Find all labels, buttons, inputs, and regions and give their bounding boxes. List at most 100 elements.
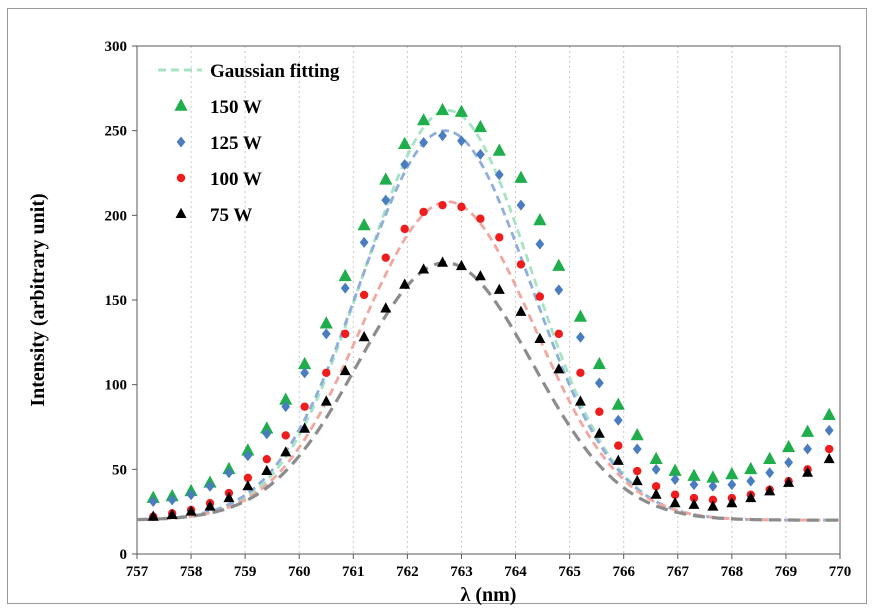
data-point bbox=[764, 485, 776, 496]
x-tick-label: 766 bbox=[612, 564, 635, 580]
data-point bbox=[417, 113, 431, 126]
data-point bbox=[649, 451, 663, 464]
legend-marker bbox=[176, 173, 186, 183]
legend-label: 125 W bbox=[210, 133, 262, 154]
data-point bbox=[338, 268, 352, 282]
series-75w bbox=[147, 256, 835, 521]
data-point bbox=[185, 505, 197, 516]
series-150w bbox=[146, 102, 836, 503]
data-point bbox=[358, 331, 370, 342]
data-point bbox=[670, 473, 680, 485]
data-point bbox=[594, 377, 604, 389]
legend-label: 100 W bbox=[210, 169, 262, 190]
data-point bbox=[204, 500, 216, 511]
data-point bbox=[359, 236, 369, 248]
data-point bbox=[824, 444, 834, 454]
data-point bbox=[298, 356, 312, 370]
data-point bbox=[802, 466, 814, 477]
data-point bbox=[475, 148, 485, 160]
data-point bbox=[552, 258, 566, 271]
data-point bbox=[435, 102, 450, 116]
y-axis-title: Intensity (arbitrary unit) bbox=[27, 193, 49, 406]
data-point bbox=[651, 482, 661, 491]
x-tick-label: 759 bbox=[234, 564, 257, 580]
data-point bbox=[803, 443, 812, 455]
data-point bbox=[576, 368, 585, 378]
chart-svg: 757 758 759 760 761 762 763 764 765 766 767 768 769 7… bbox=[27, 39, 852, 605]
x-tick-label: 767 bbox=[667, 564, 690, 580]
legend: Gaussian fitting 150 W 125 W 100 W 75 W bbox=[158, 61, 340, 226]
data-point bbox=[400, 224, 409, 234]
data-point bbox=[613, 414, 623, 426]
data-point bbox=[633, 466, 642, 476]
data-point bbox=[299, 422, 311, 433]
data-point bbox=[320, 395, 332, 406]
data-point bbox=[823, 452, 835, 464]
x-axis-title: λ (nm) bbox=[461, 584, 517, 605]
data-point bbox=[535, 238, 545, 250]
data-point bbox=[399, 278, 411, 289]
axis-layer: 757 758 759 760 761 762 763 764 765 766 767 768 769 7… bbox=[105, 39, 852, 580]
data-point bbox=[535, 292, 545, 301]
chart-frame: 757 758 759 760 761 762 763 764 765 766 767 768 769 7… bbox=[7, 8, 867, 605]
data-point bbox=[593, 427, 605, 438]
data-point bbox=[612, 454, 624, 465]
data-point bbox=[515, 305, 527, 316]
legend-label: 150 W bbox=[210, 97, 262, 118]
x-tick-label: 763 bbox=[450, 564, 473, 580]
data-point bbox=[632, 443, 642, 455]
data-point bbox=[281, 431, 290, 440]
y-tick-label: 50 bbox=[112, 462, 127, 478]
data-point bbox=[554, 329, 563, 339]
x-tick-label: 762 bbox=[396, 564, 419, 580]
data-point bbox=[321, 328, 331, 340]
data-point bbox=[824, 424, 834, 436]
data-point bbox=[800, 424, 815, 437]
data-point bbox=[822, 407, 836, 420]
data-point bbox=[242, 480, 254, 491]
data-point bbox=[708, 495, 718, 505]
data-point bbox=[744, 461, 758, 475]
data-point bbox=[473, 119, 487, 133]
data-point bbox=[476, 214, 485, 223]
data-point bbox=[592, 356, 606, 370]
data-point bbox=[400, 159, 410, 171]
x-tick-label: 760 bbox=[288, 564, 311, 580]
data-point bbox=[554, 284, 564, 296]
data-point bbox=[689, 479, 699, 491]
data-point bbox=[455, 259, 467, 271]
x-tick-label: 770 bbox=[829, 564, 852, 580]
y-tick-label: 250 bbox=[105, 124, 128, 140]
data-point bbox=[281, 401, 291, 413]
data-point bbox=[687, 468, 701, 481]
data-point bbox=[495, 233, 504, 242]
data-point bbox=[438, 130, 447, 142]
data-point bbox=[261, 464, 273, 476]
data-point bbox=[574, 395, 586, 406]
data-point bbox=[516, 199, 526, 211]
data-point bbox=[706, 470, 720, 483]
data-point bbox=[340, 329, 350, 339]
data-point bbox=[166, 508, 178, 520]
data-point bbox=[437, 256, 449, 267]
legend-marker bbox=[174, 98, 188, 111]
data-point bbox=[514, 170, 528, 183]
data-point bbox=[631, 474, 643, 486]
data-point bbox=[765, 467, 775, 479]
legend-label: 75 W bbox=[210, 205, 252, 226]
y-tick-label: 0 bbox=[120, 547, 128, 563]
data-point bbox=[357, 218, 371, 231]
data-point bbox=[763, 451, 777, 464]
x-tick-label: 764 bbox=[504, 564, 527, 580]
data-point bbox=[319, 316, 333, 329]
point-layer bbox=[146, 102, 836, 521]
data-point bbox=[300, 402, 309, 411]
data-point bbox=[707, 500, 719, 511]
x-tick-label: 758 bbox=[180, 564, 203, 580]
data-point bbox=[650, 488, 662, 499]
data-point bbox=[241, 443, 255, 456]
legend-marker bbox=[175, 207, 187, 218]
data-point bbox=[262, 428, 272, 440]
data-point bbox=[167, 494, 177, 506]
data-point bbox=[359, 290, 369, 300]
